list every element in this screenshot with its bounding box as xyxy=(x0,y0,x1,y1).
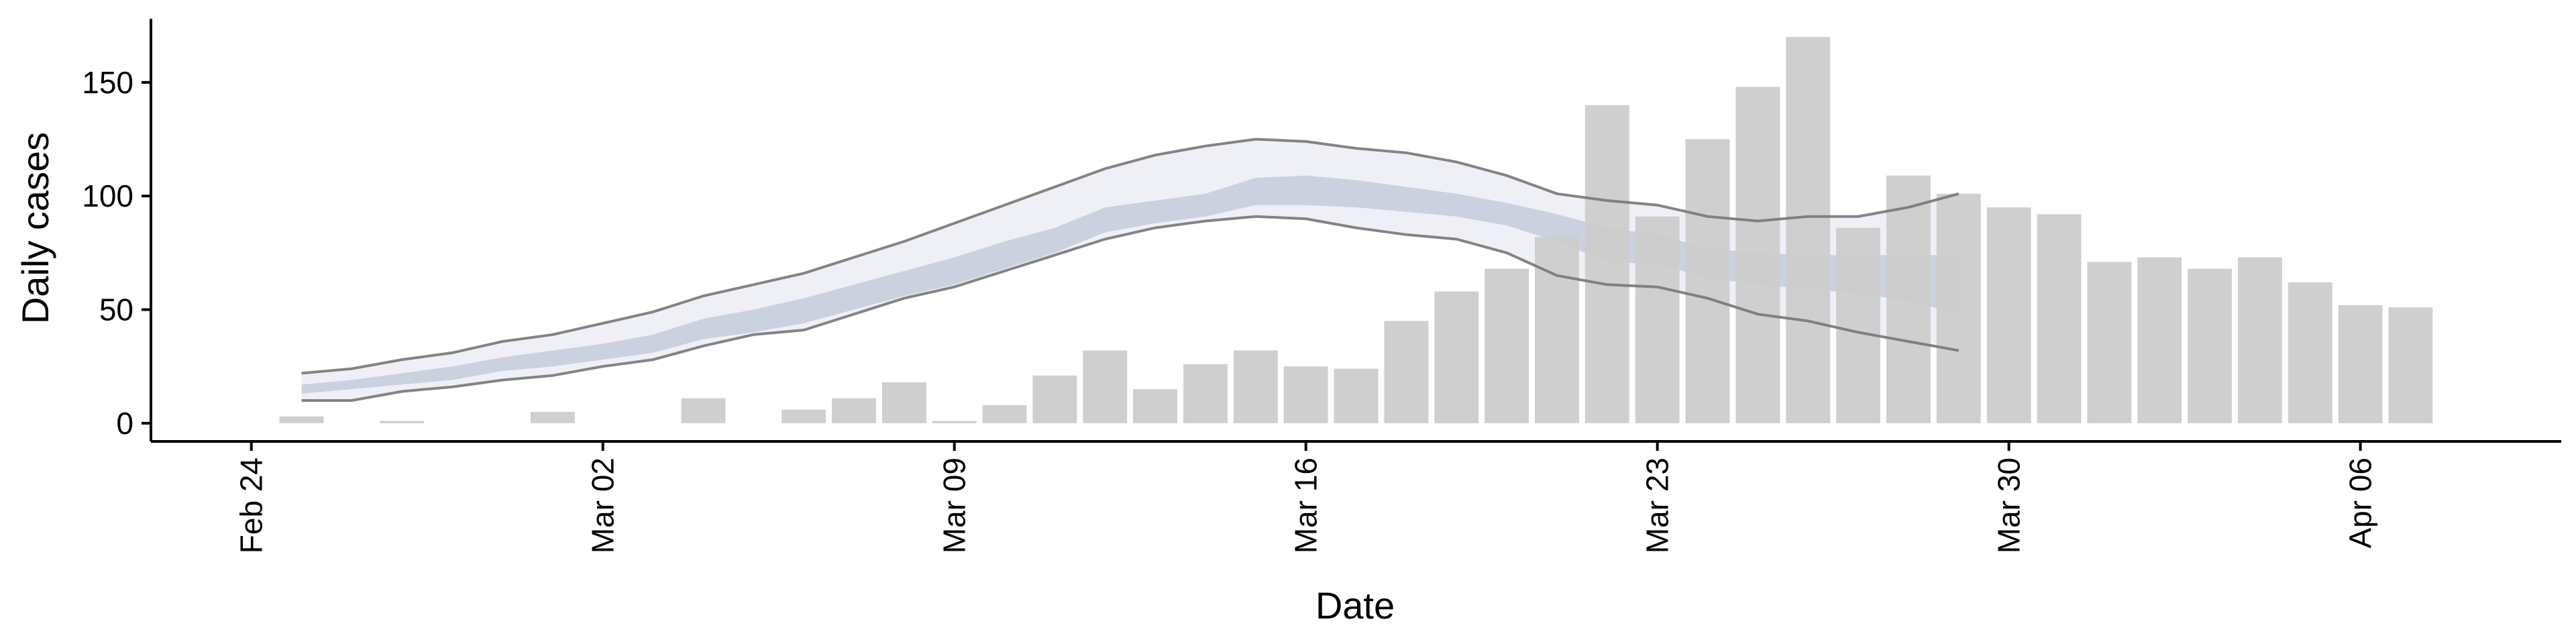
bar xyxy=(530,412,575,423)
x-axis-title: Date xyxy=(1316,584,1395,627)
y-tick-label: 150 xyxy=(82,65,133,100)
bar xyxy=(2087,262,2132,423)
bar xyxy=(1886,175,1931,423)
bar xyxy=(1786,37,1831,423)
x-tick-label: Mar 16 xyxy=(1289,458,1324,553)
bar xyxy=(1535,237,1579,423)
y-axis-ticks: 0 50 100 150 xyxy=(82,65,151,441)
bar xyxy=(1485,268,1529,423)
prediction-bands xyxy=(301,139,1959,400)
bar xyxy=(982,405,1027,423)
bar xyxy=(1334,368,1379,423)
bound-lines xyxy=(301,138,1960,402)
bar xyxy=(1434,291,1479,423)
x-tick-label: Mar 02 xyxy=(586,458,621,553)
bar xyxy=(1133,389,1177,423)
bars-group xyxy=(279,37,2433,423)
bar xyxy=(2037,214,2082,423)
y-tick-label: 100 xyxy=(82,178,133,213)
bar xyxy=(1735,87,1780,423)
bar xyxy=(1685,139,1730,423)
bar xyxy=(1032,375,1077,423)
x-tick-label: Apr 06 xyxy=(2343,458,2378,549)
upper-bound-line xyxy=(301,138,1960,375)
bar xyxy=(1233,350,1278,423)
bar xyxy=(1183,364,1228,423)
x-tick-label: Mar 09 xyxy=(937,458,972,553)
bar xyxy=(279,416,324,423)
inner-band xyxy=(301,175,1959,394)
y-axis-title: Daily cases xyxy=(14,132,56,324)
x-tick-label: Mar 23 xyxy=(1640,458,1675,553)
bar xyxy=(932,421,977,423)
x-tick-label: Feb 24 xyxy=(234,458,269,553)
bar xyxy=(681,398,726,423)
x-axis-ticks: Feb 24 Mar 02 Mar 09 Mar 16 Mar 23 Mar 30 Apr … xyxy=(234,441,2378,553)
bar xyxy=(380,421,425,423)
bar xyxy=(1986,207,2031,423)
bar xyxy=(1384,321,1429,423)
bar xyxy=(1283,366,1328,423)
axes: 0 50 100 150 Feb 24 Mar 02 Mar 09 Mar 16 Mar 23… xyxy=(82,19,2561,553)
lower-bound-line xyxy=(301,215,1960,402)
bar xyxy=(2288,282,2332,423)
bar xyxy=(1836,227,1880,423)
bar xyxy=(1083,350,1128,423)
bar xyxy=(1585,105,1629,423)
bar xyxy=(2188,268,2232,423)
bar xyxy=(881,382,926,423)
bar xyxy=(2338,305,2383,423)
y-tick-label: 0 xyxy=(116,406,133,441)
bar xyxy=(2237,257,2282,423)
x-tick-label: Mar 30 xyxy=(1992,458,2027,553)
bar xyxy=(832,398,876,423)
y-tick-label: 50 xyxy=(99,292,133,327)
bar xyxy=(2388,307,2433,423)
bar xyxy=(1936,193,1981,423)
bar xyxy=(782,409,826,423)
bar xyxy=(1635,216,1680,423)
bar xyxy=(2137,257,2182,423)
